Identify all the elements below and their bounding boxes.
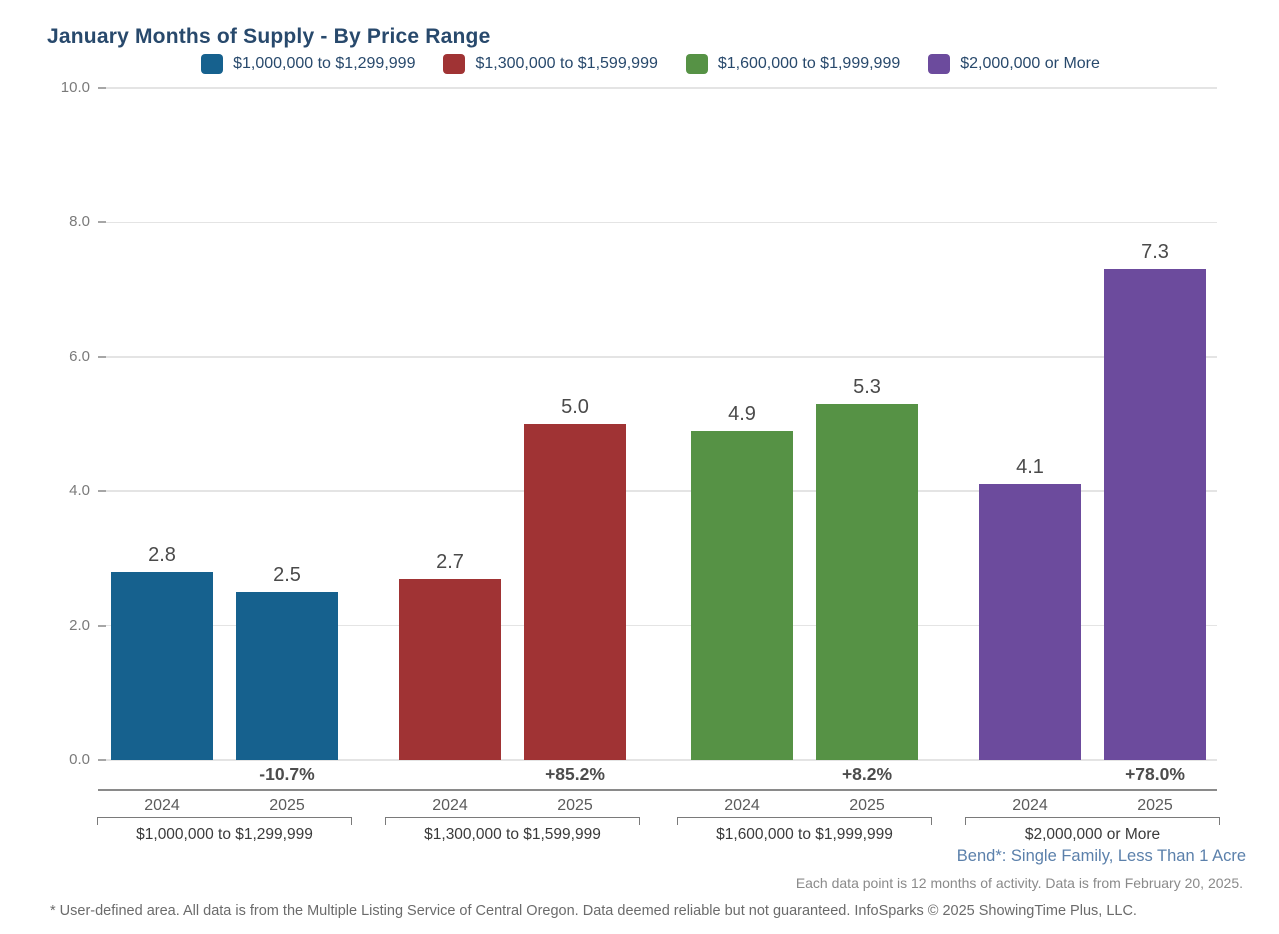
group-bracket	[97, 817, 352, 825]
bar-2025-3[interactable]	[1104, 269, 1206, 760]
bar-value-label: 2.8	[148, 543, 176, 566]
y-axis-tick	[98, 87, 106, 89]
pct-change-label: +85.2%	[545, 764, 605, 784]
bar-value-label: 4.9	[728, 402, 756, 425]
bar-2024-1[interactable]	[399, 578, 501, 760]
group-bracket	[677, 817, 932, 825]
bar-2025-2[interactable]	[816, 403, 918, 760]
bar-value-label: 2.5	[273, 564, 301, 586]
legend-item-0[interactable]: $1,000,000 to $1,299,999	[201, 54, 415, 74]
bar-value-label: 5.3	[853, 375, 881, 398]
y-axis-label: 4.0	[69, 482, 90, 500]
legend-item-label: $1,000,000 to $1,299,999	[233, 55, 416, 72]
bar-2024-3[interactable]	[979, 484, 1081, 760]
bar-2025-0[interactable]	[236, 592, 338, 760]
year-label-2024: 2024	[724, 797, 760, 814]
legend-item-label: $1,600,000 to $1,999,999	[717, 55, 901, 72]
pct-change-label: +78.0%	[1125, 764, 1185, 784]
year-label-2025: 2025	[849, 797, 885, 814]
price-range-label: $1,300,000 to $1,599,999	[424, 826, 601, 843]
y-axis-tick	[98, 490, 106, 493]
gridline-0.0	[98, 759, 1217, 761]
y-axis-label: 2.0	[69, 616, 90, 634]
bar-value-label: 5.0	[561, 396, 589, 418]
year-label-2025: 2025	[269, 797, 305, 814]
gridline-4.0	[98, 490, 1217, 492]
legend-item-label: $1,300,000 to $1,599,999	[475, 55, 658, 72]
year-label-2025: 2025	[1137, 797, 1173, 814]
data-note: Each data point is 12 months of activity…	[795, 875, 1243, 891]
x-axis-line	[98, 789, 1217, 791]
bar-2024-2[interactable]	[691, 430, 793, 760]
bar-value-label: 4.1	[1016, 456, 1044, 479]
y-axis-label: 10.0	[60, 79, 90, 96]
legend-item-label: $2,000,000 or More	[960, 55, 1100, 72]
bar-2025-1[interactable]	[524, 424, 626, 760]
gridline-8.0	[98, 221, 1217, 224]
pct-change-label: -10.7%	[259, 764, 315, 784]
group-bracket	[965, 817, 1220, 825]
price-range-label: $2,000,000 or More	[1024, 826, 1161, 843]
pct-change-label: +8.2%	[841, 764, 893, 784]
year-label-2024: 2024	[144, 797, 180, 814]
legend-swatch-icon	[928, 54, 951, 74]
legend-swatch-icon	[685, 54, 708, 74]
y-axis-label: 6.0	[69, 347, 90, 365]
y-axis-label: 0.0	[69, 751, 90, 768]
year-label-2024: 2024	[1012, 797, 1048, 814]
gridline-6.0	[98, 356, 1217, 358]
disclaimer-footnote: * User-defined area. All data is from th…	[50, 903, 1137, 919]
bar-2024-0[interactable]	[111, 571, 213, 760]
legend: $1,000,000 to $1,299,999 $1,300,000 to $1…	[0, 54, 1279, 74]
y-axis-tick	[98, 759, 106, 761]
legend-item-1[interactable]: $1,300,000 to $1,599,999	[443, 54, 658, 74]
y-axis-label: 8.0	[69, 213, 90, 231]
legend-swatch-icon	[201, 54, 224, 74]
legend-item-2[interactable]: $1,600,000 to $1,999,999	[685, 54, 901, 74]
y-axis-tick	[98, 221, 106, 224]
year-label-2024: 2024	[432, 797, 468, 814]
price-range-label: $1,000,000 to $1,299,999	[136, 826, 313, 843]
y-axis-tick	[98, 355, 106, 358]
bar-value-label: 2.7	[436, 550, 464, 573]
group-bracket	[385, 817, 640, 825]
area-label: Bend*: Single Family, Less Than 1 Acre	[956, 847, 1246, 865]
legend-swatch-icon	[443, 54, 466, 74]
y-axis-tick	[98, 624, 106, 627]
bar-value-label: 7.3	[1141, 241, 1169, 264]
plot-area: 2.8 2.5 2.7 5.0 4.9 5.3 4.1 7.3	[98, 87, 1217, 761]
gridline-10.0	[98, 87, 1217, 89]
price-range-label: $1,600,000 to $1,999,999	[716, 826, 893, 843]
legend-item-3[interactable]: $2,000,000 or More	[928, 54, 1100, 74]
chart-title: January Months of Supply - By Price Rang…	[47, 25, 491, 48]
year-label-2025: 2025	[557, 797, 593, 814]
gridline-2.0	[98, 624, 1217, 627]
